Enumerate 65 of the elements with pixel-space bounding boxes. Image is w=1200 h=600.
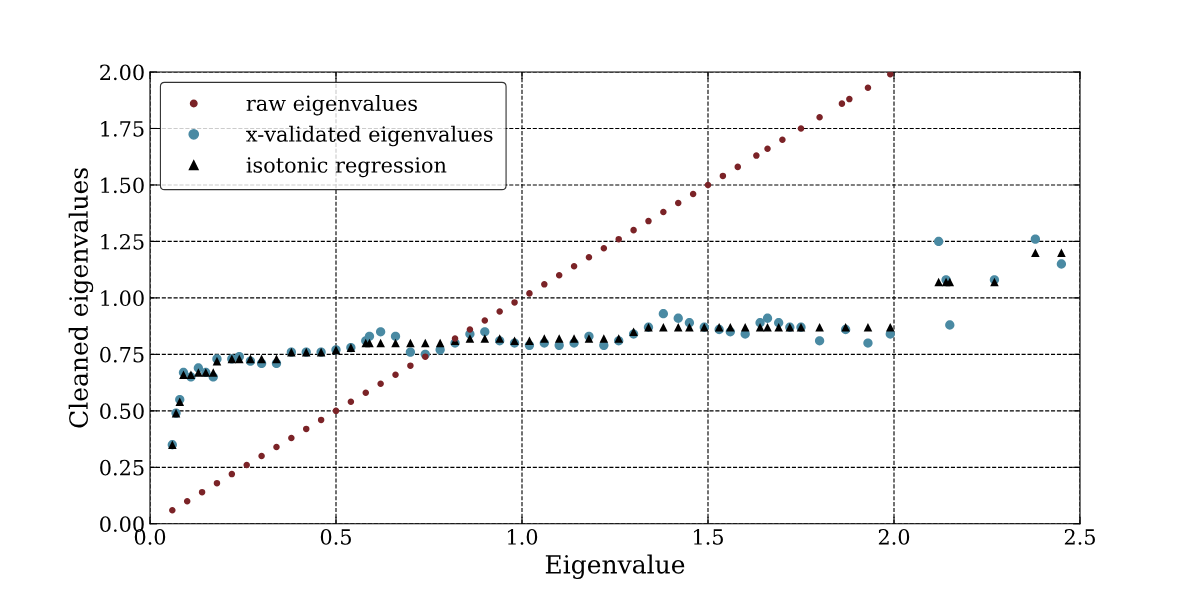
point (332, 407, 340, 415)
legend-label: x-validated eigenvalues (246, 125, 493, 147)
point (630, 226, 637, 234)
point (466, 326, 474, 333)
x-tick-label: 2.0 (878, 529, 910, 545)
y-tick-label: 0.25 (100, 459, 144, 476)
point (600, 244, 608, 252)
point (541, 281, 548, 288)
point (288, 434, 295, 442)
y-tick-label: 1.50 (101, 177, 144, 194)
point (816, 113, 823, 121)
point (377, 380, 384, 387)
x-tick-label: 2.5 (1064, 529, 1095, 545)
point (764, 145, 771, 153)
legend-label: isotonic regression (246, 157, 447, 178)
x-tick-label: 1.5 (693, 529, 723, 545)
point (392, 371, 399, 378)
point (347, 398, 355, 406)
legend-label: raw eigenvalues (246, 94, 417, 116)
x-tick-label: 1.0 (507, 529, 538, 545)
point (422, 353, 429, 360)
point (674, 199, 682, 207)
point (753, 152, 760, 159)
point (526, 290, 533, 297)
point (887, 72, 894, 78)
point (645, 217, 652, 225)
point (585, 253, 593, 261)
x-axis-title: Eigenvalue (545, 554, 685, 579)
point (317, 416, 325, 424)
point (660, 208, 667, 216)
point (555, 272, 563, 279)
point (496, 308, 503, 315)
point (864, 84, 872, 92)
y-tick-label: 1.25 (101, 233, 144, 250)
point (243, 461, 250, 469)
x-tick-label: 0.5 (320, 529, 351, 545)
point (734, 163, 742, 171)
point (228, 470, 236, 478)
point (719, 172, 727, 180)
point (451, 335, 459, 342)
y-axis-title: Cleaned eigenvalues (68, 168, 94, 428)
point (407, 362, 414, 369)
point (273, 443, 280, 451)
point (213, 479, 221, 487)
point (838, 100, 846, 107)
y-tick-label: 2.00 (100, 64, 144, 81)
y-tick-label: 1.75 (101, 120, 144, 137)
point (302, 425, 310, 433)
point (689, 190, 697, 198)
y-tick-label: 0.50 (100, 403, 144, 420)
point (198, 488, 206, 496)
point (779, 136, 786, 144)
point (797, 125, 805, 132)
point (183, 497, 191, 505)
point (362, 389, 370, 397)
y-tick-label: 1.00 (101, 290, 144, 307)
point (615, 235, 622, 243)
point (169, 506, 176, 514)
point (481, 317, 489, 324)
y-tick-label: 0.75 (100, 346, 144, 363)
point (570, 263, 578, 270)
point (704, 181, 712, 189)
point (258, 452, 265, 460)
point (511, 299, 518, 306)
point (846, 95, 853, 103)
